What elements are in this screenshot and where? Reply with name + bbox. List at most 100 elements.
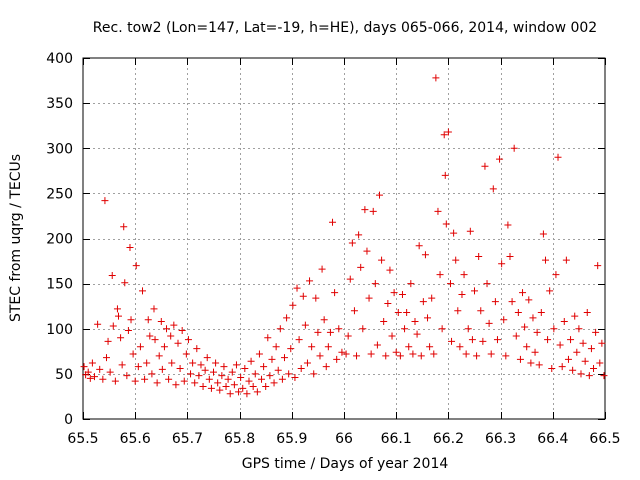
data-point	[407, 280, 415, 288]
data-point	[205, 375, 213, 383]
data-point	[454, 307, 462, 315]
chart-title: Rec. tow2 (Lon=147, Lat=-19, h=HE), days…	[93, 20, 597, 36]
data-point	[442, 220, 450, 228]
data-point	[245, 377, 253, 385]
data-point	[270, 379, 278, 387]
data-point	[84, 368, 92, 376]
data-point	[310, 370, 318, 378]
data-point	[331, 289, 339, 297]
data-point	[276, 325, 284, 333]
x-tick-label: 66.4	[537, 431, 568, 447]
data-point	[127, 316, 135, 324]
data-point	[101, 197, 109, 205]
data-point	[444, 128, 452, 136]
data-point	[361, 206, 369, 214]
data-point	[485, 319, 493, 327]
data-point	[167, 332, 175, 340]
data-point	[243, 390, 251, 398]
data-point	[556, 341, 564, 349]
data-point	[136, 343, 144, 351]
data-point	[193, 345, 201, 353]
data-point	[90, 373, 98, 381]
x-tick-label: 65.9	[276, 431, 307, 447]
y-tick-label: 150	[46, 277, 73, 293]
data-point	[144, 316, 152, 324]
data-point	[350, 307, 358, 315]
data-point	[170, 321, 178, 329]
data-point	[96, 365, 104, 373]
data-point	[346, 275, 354, 283]
data-point	[220, 363, 228, 371]
data-point	[210, 368, 217, 376]
data-point	[529, 314, 537, 322]
data-point	[375, 191, 383, 199]
data-point	[155, 352, 163, 360]
data-point	[207, 384, 215, 392]
data-point	[168, 359, 176, 367]
data-point	[189, 359, 197, 367]
data-point	[301, 321, 309, 329]
data-point	[146, 332, 154, 340]
data-point	[222, 383, 230, 391]
data-point	[365, 294, 373, 302]
data-point	[458, 290, 466, 298]
data-point	[303, 359, 311, 367]
data-point	[440, 131, 448, 139]
data-point	[592, 328, 600, 336]
data-point	[150, 305, 158, 313]
data-point	[521, 323, 529, 331]
data-point	[487, 350, 495, 358]
data-point	[111, 377, 119, 385]
data-point	[500, 316, 508, 324]
x-axis-label: GPS time / Days of year 2014	[242, 456, 449, 472]
data-point	[450, 229, 458, 237]
data-point	[496, 155, 504, 163]
data-point	[199, 383, 207, 391]
data-point	[94, 320, 102, 328]
data-point	[483, 280, 491, 288]
data-point	[139, 287, 147, 295]
data-point	[369, 207, 377, 215]
y-tick-label: 300	[46, 141, 73, 157]
data-point	[504, 221, 512, 229]
data-point	[409, 350, 417, 358]
data-point	[232, 361, 240, 369]
data-point	[452, 256, 460, 264]
data-point	[583, 309, 591, 317]
data-point	[264, 334, 272, 342]
data-point	[596, 359, 604, 367]
data-point	[104, 337, 112, 345]
y-tick-label: 350	[46, 96, 73, 112]
data-point	[316, 352, 324, 360]
data-point	[388, 332, 396, 340]
data-point	[338, 348, 346, 356]
data-point	[134, 363, 142, 371]
data-point	[121, 279, 129, 287]
x-tick-label: 65.7	[172, 431, 203, 447]
data-point	[441, 171, 449, 179]
data-point	[333, 355, 341, 363]
x-tick-label: 66.5	[589, 431, 620, 447]
data-point	[160, 343, 168, 351]
y-tick-label: 250	[46, 186, 73, 202]
data-point	[226, 390, 234, 398]
data-point	[191, 379, 199, 387]
data-point	[318, 265, 326, 273]
data-point	[386, 266, 394, 274]
data-point	[514, 309, 522, 317]
data-point	[475, 253, 483, 261]
data-point	[314, 328, 322, 336]
data-point	[390, 289, 398, 297]
data-point	[224, 375, 232, 383]
y-tick-label: 50	[55, 367, 73, 383]
data-point	[438, 325, 446, 333]
data-point	[289, 301, 297, 309]
data-point	[523, 343, 531, 351]
data-point	[109, 322, 117, 330]
data-point	[548, 364, 556, 372]
data-point	[575, 325, 583, 333]
data-point	[577, 370, 585, 378]
data-point	[214, 379, 222, 387]
data-point	[143, 359, 151, 367]
